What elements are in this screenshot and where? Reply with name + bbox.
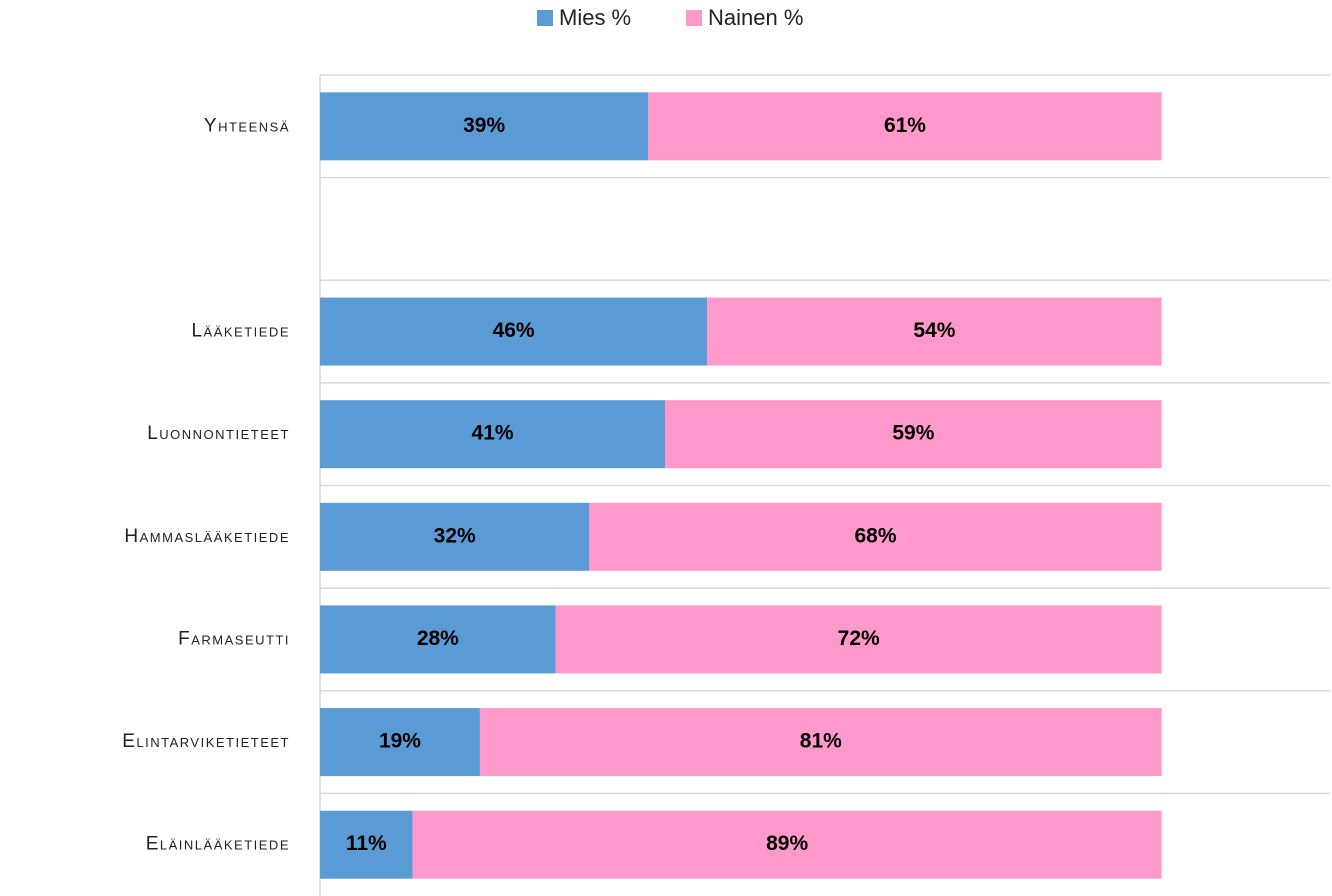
category-label: Luonnontieteet [147, 423, 290, 444]
bar-segment [320, 605, 556, 674]
category-label: Lääketiede [191, 321, 290, 342]
value-label: 54% [913, 319, 955, 342]
value-label: 32% [434, 524, 476, 547]
bar-segment [320, 297, 708, 366]
bar-segment [648, 92, 1162, 161]
legend-swatch [537, 10, 553, 26]
bar-segment [665, 400, 1162, 469]
category-label: Eläinlääketiede [146, 834, 290, 855]
value-label: 41% [472, 422, 514, 445]
category-label: Elintarviketieteet [122, 731, 290, 752]
legend-swatch [686, 10, 702, 26]
value-label: 39% [463, 114, 505, 137]
bar-segment [320, 502, 590, 571]
category-label: Farmaseutti [178, 628, 290, 649]
value-label: 28% [417, 627, 459, 650]
value-label: 11% [346, 832, 387, 855]
category-label: Yhteensä [204, 115, 290, 136]
category-label: Hammaslääketiede [124, 526, 290, 547]
value-label: 19% [379, 730, 421, 753]
value-label: 89% [766, 832, 808, 855]
bar-segment [555, 605, 1162, 674]
value-label: 72% [838, 627, 880, 650]
bar-segment [320, 400, 666, 469]
bar-segment [320, 708, 480, 777]
value-label: 59% [892, 422, 934, 445]
bar-segment [320, 92, 649, 161]
bar-segment [412, 810, 1162, 879]
legend-label: Nainen % [708, 5, 803, 30]
value-label: 46% [493, 319, 535, 342]
bar-segment [707, 297, 1162, 366]
value-label: 81% [800, 730, 842, 753]
value-label: 61% [884, 114, 926, 137]
bar-segment [479, 708, 1162, 777]
bar-segment [589, 502, 1162, 571]
legend-label: Mies % [559, 5, 631, 30]
bar-segment [320, 810, 413, 879]
value-label: 68% [854, 524, 896, 547]
